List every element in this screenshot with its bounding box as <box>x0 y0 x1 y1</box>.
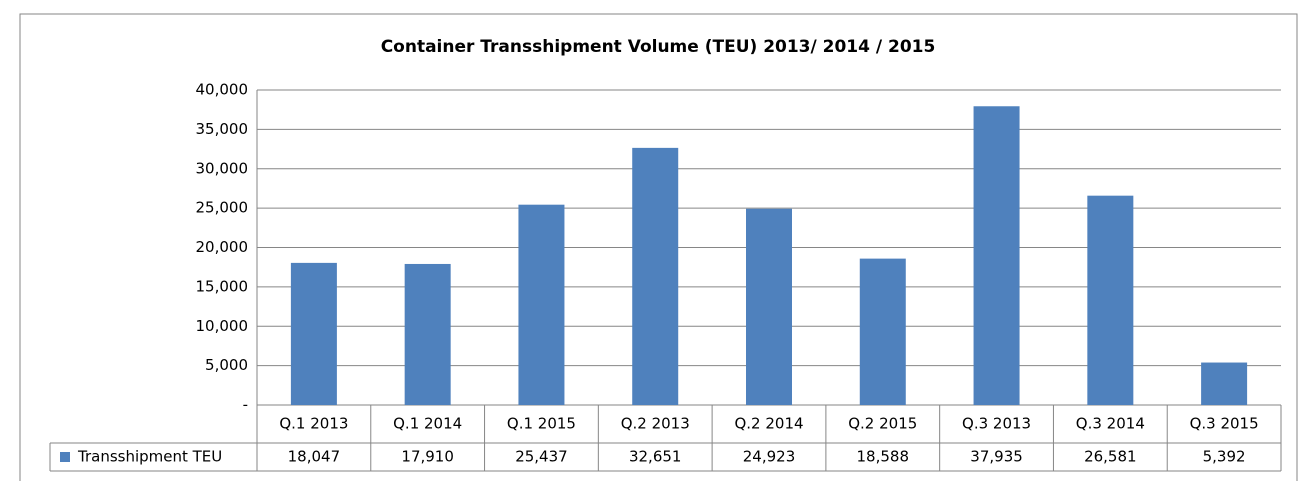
y-tick-label: 5,000 <box>205 356 248 374</box>
x-tick-label: Q.1 2013 <box>279 415 348 433</box>
x-tick-label: Q.1 2015 <box>507 415 576 433</box>
data-table-value: 26,581 <box>1084 448 1137 466</box>
data-table-value: 17,910 <box>401 448 454 466</box>
x-tick-label: Q.2 2014 <box>734 415 803 433</box>
x-tick-label: Q.2 2015 <box>848 415 917 433</box>
chart-title: Container Transshipment Volume (TEU) 201… <box>381 37 936 57</box>
bar <box>1201 362 1248 405</box>
y-tick-label: 15,000 <box>196 277 249 295</box>
legend-label: Transshipment TEU <box>77 448 222 466</box>
y-tick-label: 35,000 <box>196 120 249 138</box>
bar <box>973 106 1020 405</box>
data-table-value: 37,935 <box>970 448 1023 466</box>
y-tick-label: 10,000 <box>196 317 249 335</box>
bar <box>404 263 451 405</box>
data-table-value: 24,923 <box>743 448 796 466</box>
y-tick-label: 40,000 <box>196 81 249 99</box>
data-table-value: 5,392 <box>1203 448 1246 466</box>
legend-swatch <box>60 452 70 462</box>
y-tick-label: 30,000 <box>196 159 249 177</box>
y-tick-label: - <box>243 396 248 414</box>
data-table-value: 32,651 <box>629 448 682 466</box>
x-tick-label: Q.3 2015 <box>1190 415 1259 433</box>
x-tick-label: Q.3 2014 <box>1076 415 1145 433</box>
y-tick-label: 25,000 <box>196 199 249 217</box>
x-tick-label: Q.3 2013 <box>962 415 1031 433</box>
bar <box>290 262 337 405</box>
x-tick-label: Q.1 2014 <box>393 415 462 433</box>
data-table-value: 18,047 <box>288 448 341 466</box>
y-tick-label: 20,000 <box>196 238 249 256</box>
data-table-value: 18,588 <box>857 448 910 466</box>
data-table-value: 25,437 <box>515 448 568 466</box>
bar <box>632 147 679 405</box>
bar <box>746 208 792 405</box>
bar <box>859 258 906 405</box>
bar <box>518 204 565 405</box>
bar <box>1087 195 1134 405</box>
x-tick-label: Q.2 2013 <box>621 415 690 433</box>
